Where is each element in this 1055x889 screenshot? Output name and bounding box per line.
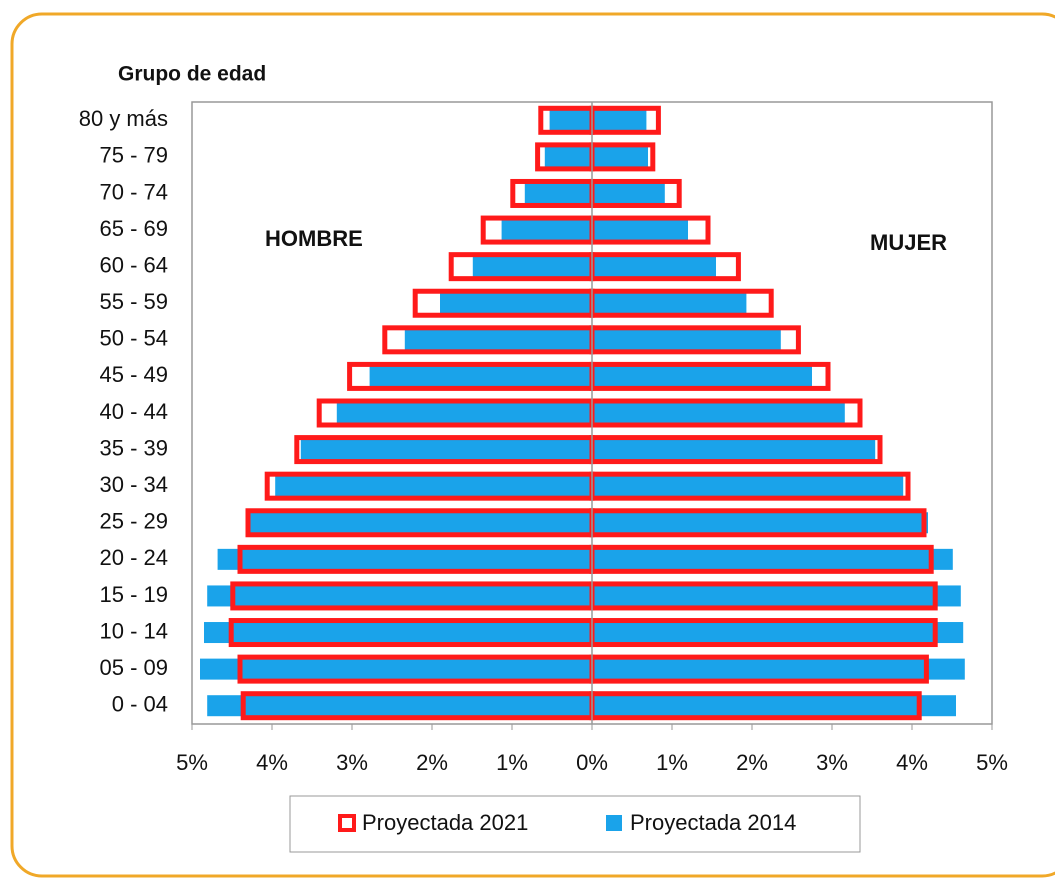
y-tick-label: 40 - 44	[100, 399, 169, 424]
y-tick-label: 75 - 79	[100, 143, 169, 168]
x-tick-label: 4%	[256, 750, 288, 775]
legend-swatch	[338, 814, 356, 832]
legend	[289, 795, 861, 853]
axis-title: Grupo de edad	[118, 63, 266, 86]
annotation: MUJER	[870, 230, 947, 255]
x-tick-label: 2%	[736, 750, 768, 775]
bar	[247, 512, 592, 534]
y-tick-label: 15 - 19	[100, 582, 169, 607]
bar	[336, 402, 592, 424]
bar	[440, 292, 592, 314]
x-tick-label: 5%	[176, 750, 208, 775]
x-tick-label: 3%	[816, 750, 848, 775]
annotation: HOMBRE	[265, 226, 363, 251]
bar	[592, 439, 876, 461]
x-tick-label: 0%	[576, 750, 608, 775]
bar	[592, 182, 665, 204]
y-tick-label: 45 - 49	[100, 362, 169, 387]
bar	[204, 622, 592, 644]
bar	[592, 219, 688, 241]
bar	[592, 109, 647, 131]
y-tick-label: 0 - 04	[112, 692, 168, 717]
y-tick-label: 50 - 54	[100, 326, 169, 351]
y-tick-label: 20 - 24	[100, 545, 169, 570]
bar	[217, 548, 592, 570]
x-tick-label: 5%	[976, 750, 1008, 775]
legend-swatch	[606, 815, 622, 831]
y-tick-label: 10 - 14	[100, 618, 169, 643]
bar	[549, 109, 592, 131]
bar	[592, 475, 904, 497]
bar	[592, 402, 845, 424]
bar	[592, 329, 781, 351]
bar	[300, 439, 592, 461]
bar	[275, 475, 592, 497]
y-tick-label: 70 - 74	[100, 179, 169, 204]
y-tick-label: 55 - 59	[100, 289, 169, 314]
y-tick-label: 30 - 34	[100, 472, 169, 497]
bar	[207, 585, 592, 607]
legend-label: Proyectada 2014	[630, 810, 796, 835]
bar	[592, 585, 961, 607]
x-tick-label: 1%	[656, 750, 688, 775]
bar	[369, 365, 592, 387]
legend-label: Proyectada 2021	[362, 810, 528, 835]
y-tick-label: 05 - 09	[100, 655, 169, 680]
bar	[524, 182, 592, 204]
x-tick-label: 4%	[896, 750, 928, 775]
x-tick-label: 1%	[496, 750, 528, 775]
y-tick-label: 65 - 69	[100, 216, 169, 241]
y-tick-label: 80 y más	[79, 106, 168, 131]
y-tick-label: 25 - 29	[100, 509, 169, 534]
bar	[592, 146, 648, 168]
bar	[592, 365, 812, 387]
bar	[592, 548, 953, 570]
bar	[472, 256, 592, 278]
bar	[592, 658, 965, 680]
y-tick-label: 35 - 39	[100, 435, 169, 460]
bar	[592, 292, 747, 314]
bar	[207, 695, 592, 717]
y-tick-label: 60 - 64	[100, 252, 169, 277]
bar	[592, 695, 956, 717]
bar	[592, 512, 928, 534]
x-tick-label: 2%	[416, 750, 448, 775]
bar	[544, 146, 592, 168]
x-tick-label: 3%	[336, 750, 368, 775]
bar	[501, 219, 592, 241]
bar	[404, 329, 592, 351]
bar	[200, 658, 592, 680]
bar	[592, 622, 964, 644]
bar	[592, 256, 716, 278]
